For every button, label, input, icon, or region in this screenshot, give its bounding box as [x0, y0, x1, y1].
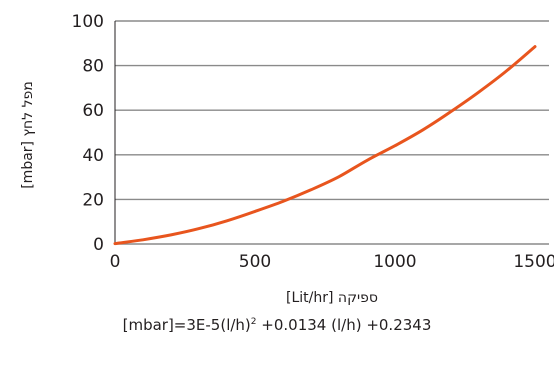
formula-rhs: +0.0134 (l/h) +0.2343 — [256, 316, 432, 334]
y-tick-label: 100 — [72, 12, 104, 32]
y-tick-label: 20 — [82, 190, 104, 210]
gridlines — [115, 20, 549, 245]
y-tick-label: 80 — [82, 57, 104, 77]
x-tick-label: 0 — [110, 252, 121, 272]
y-tick-label: 60 — [82, 101, 104, 121]
formula-exponent: 2 — [250, 317, 257, 327]
formula-lhs: [mbar]=3E-5(l/h) — [122, 316, 251, 334]
x-tick-label: 1000 — [373, 252, 416, 272]
series-line-0 — [113, 45, 537, 246]
y-tick-label: 40 — [82, 146, 104, 166]
x-tick-label: 1500 — [513, 252, 554, 272]
y-tick-label: 0 — [93, 235, 104, 255]
x-tick-labels: 0 500 1000 1500 — [110, 252, 554, 272]
regression-formula: [mbar]=3E-5(l/h)2 +0.0134 (l/h) +0.2343 — [0, 316, 554, 334]
pressure-drop-chart: 0 20 40 60 80 100 0 500 1000 1500 ספיקה [Lit/hr]… — [20, 12, 554, 306]
series-lines — [113, 45, 537, 246]
y-axis-title: מפל לחץ [mbar] — [20, 81, 36, 189]
x-axis-title: ספיקה [Lit/hr] — [286, 290, 378, 306]
x-tick-label: 500 — [239, 252, 271, 272]
y-tick-labels: 0 20 40 60 80 100 — [72, 12, 104, 255]
